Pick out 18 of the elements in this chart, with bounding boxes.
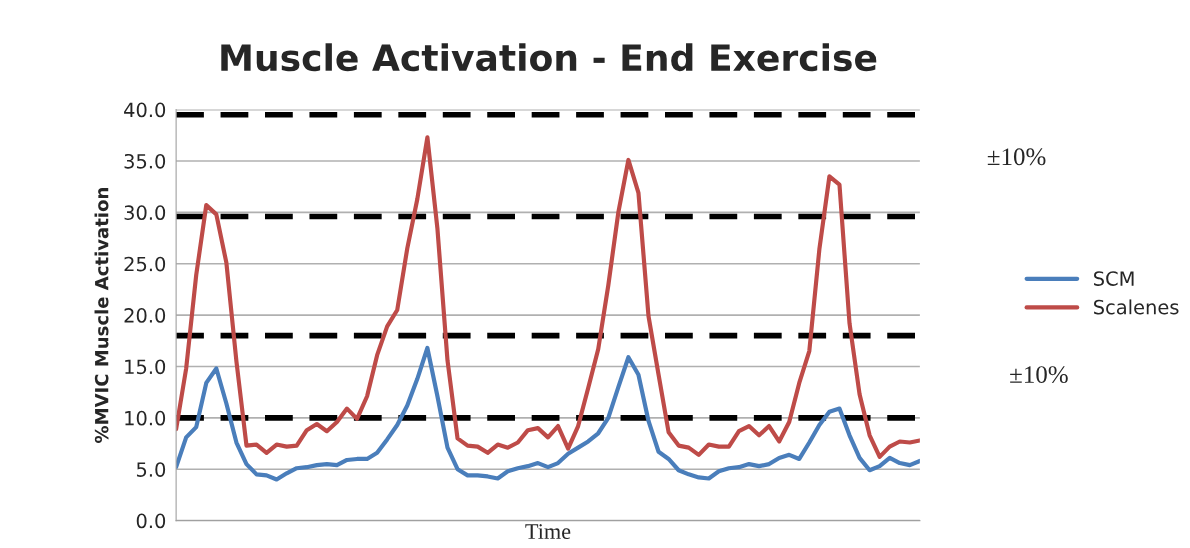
y-tick-label: 0.0	[136, 513, 166, 529]
chart-title: Muscle Activation - End Exercise	[221, 43, 877, 72]
legend-label: Scalenes	[1094, 299, 1179, 315]
line-series	[176, 135, 920, 459]
line-series	[176, 345, 920, 482]
y-tick-label: 5.0	[136, 462, 166, 477]
y-tick-label: 10.0	[125, 410, 166, 426]
y-tick-label: 15.0	[125, 359, 166, 375]
y-tick-label: 30.0	[124, 205, 166, 221]
y-tick-label: 35.0	[124, 153, 166, 169]
y-tick-label: 20.0	[124, 308, 166, 323]
text: ±10%	[987, 148, 1046, 166]
text: ±10%	[1010, 366, 1068, 384]
legend-label: SCM	[1094, 271, 1134, 286]
y-tick-label: 25.0	[124, 256, 166, 272]
y-axis-title: %MVIC Muscle Activation	[94, 188, 109, 443]
x-axis-title: Time	[525, 524, 571, 540]
y-tick-label: 40.0	[124, 102, 166, 118]
